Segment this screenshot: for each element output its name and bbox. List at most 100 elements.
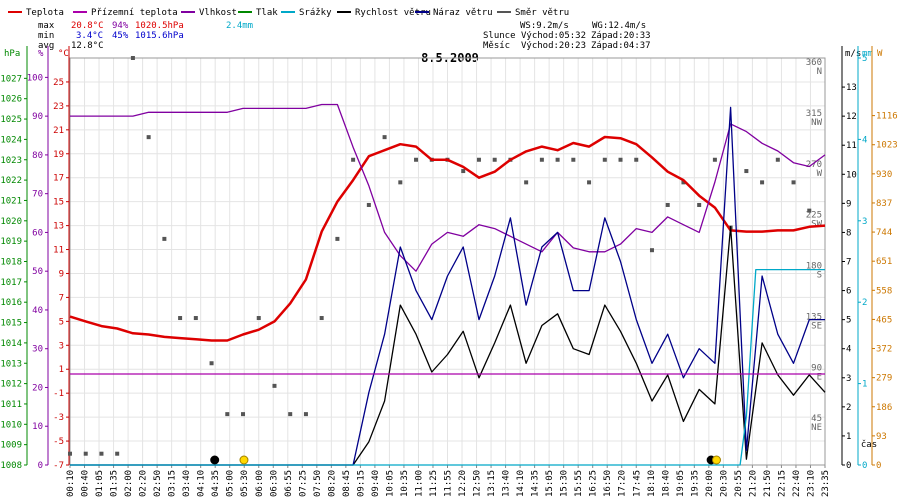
wind-dir-name: NW	[811, 118, 822, 128]
temperature-tick-label: 1	[59, 365, 64, 375]
radiation-tick-label: 279	[876, 374, 892, 384]
wind-speed-axis-title: m/s	[845, 49, 861, 59]
info-moon: Měsíc	[483, 41, 510, 51]
pressure-tick-label: 1016	[0, 298, 22, 308]
x-tick-label: 11:00	[414, 470, 424, 497]
x-tick-label: 14:10	[516, 470, 526, 497]
humidity-tick-label: 0	[38, 461, 43, 471]
pressure-tick-label: 1020	[0, 217, 22, 227]
x-tick-label: 23:35	[821, 470, 831, 497]
info-sun: Slunce	[483, 31, 516, 41]
x-tick-label: 11:25	[429, 470, 439, 497]
radiation-tick-label: 93	[876, 432, 887, 442]
wind-dir-point	[492, 157, 497, 162]
pressure-tick-label: 1022	[0, 176, 22, 186]
wind-dir-point	[68, 451, 72, 456]
legend-label: Tlak	[256, 8, 278, 18]
wind-speed-tick-label: 0	[846, 461, 851, 471]
pressure-tick-label: 1026	[0, 95, 22, 105]
x-tick-label: 11:55	[444, 470, 454, 497]
x-tick-label: 19:35	[690, 470, 700, 497]
pressure-tick-label: 1027	[0, 74, 22, 84]
radiation-tick-label: 186	[876, 403, 892, 413]
rain-tick-label: 2	[862, 298, 867, 308]
x-tick-label: 22:15	[777, 470, 787, 497]
humidity-tick-label: 30	[32, 345, 43, 355]
wind-dir-point	[461, 169, 466, 174]
info-wg: WG:12.4m/s	[592, 21, 646, 31]
x-tick-label: 23:10	[806, 470, 816, 497]
pressure-tick-label: 1023	[0, 156, 22, 166]
wind-speed-tick-label: 13	[846, 83, 857, 93]
temperature-tick-label: 17	[53, 174, 64, 184]
wind-dir-point	[366, 202, 371, 207]
wind-dir-tick-label: 135	[806, 312, 822, 322]
info-sun-rise: Východ:05:32	[521, 31, 586, 41]
temperature-tick-label: -3	[53, 413, 64, 423]
x-tick-label: 02:20	[139, 470, 149, 497]
pressure-tick-label: 1024	[0, 135, 22, 145]
radiation-tick-label: 744	[876, 228, 892, 238]
wind-dir-point	[602, 157, 607, 162]
legend-label: Rychlost větru	[355, 8, 431, 18]
x-tick-label: 07:50	[313, 470, 323, 497]
rain-tick-label: 3	[862, 217, 867, 227]
wind-dir-tick-label: 315	[806, 109, 822, 119]
wind-dir-point	[398, 180, 403, 185]
wind-dir-point	[618, 157, 623, 162]
x-tick-label: 07:25	[298, 470, 308, 497]
pressure-tick-label: 1018	[0, 258, 22, 268]
wind-dir-name: S	[817, 271, 822, 281]
x-tick-label: 06:30	[269, 470, 279, 497]
temperature-tick-label: 11	[53, 246, 64, 256]
wind-dir-point	[571, 157, 576, 162]
radiation-tick-label: 0	[876, 461, 881, 471]
temperature-tick-label: 3	[59, 341, 64, 351]
wind-speed-tick-label: 8	[846, 228, 851, 238]
x-tick-label: 01:05	[95, 470, 105, 497]
wind-dir-point	[99, 451, 104, 456]
humidity-tick-label: 20	[32, 383, 43, 393]
temperature-tick-label: 9	[59, 269, 64, 279]
legend-item: Směr větru	[497, 8, 569, 18]
wind-dir-point	[791, 180, 796, 185]
x-tick-label: 06:55	[284, 470, 294, 497]
pressure-tick-label: 1010	[0, 420, 22, 430]
legend-item: Srážky	[281, 8, 332, 18]
temperature-tick-label: -5	[53, 437, 64, 447]
info-moon-set: Západ:04:37	[591, 41, 651, 51]
wind-dir-point	[634, 157, 639, 162]
series-line	[70, 103, 826, 272]
legend-item: Teplota	[8, 8, 64, 18]
wind-dir-point	[351, 157, 356, 162]
wind-dir-point	[744, 169, 749, 174]
wind-dir-point	[272, 383, 277, 388]
temperature-tick-label: 21	[53, 126, 64, 136]
pressure-tick-label: 1017	[0, 278, 22, 288]
rain-tick-label: 4	[862, 135, 867, 145]
rain-tick-label: 5	[862, 54, 867, 64]
x-tick-label: 03:15	[168, 470, 178, 497]
legend-label: Přízemní teplota	[91, 8, 178, 18]
x-tick-label: 04:10	[197, 470, 207, 497]
x-tick-label: 02:50	[153, 470, 163, 497]
wind-dir-point	[712, 157, 717, 162]
wind-speed-tick-label: 2	[846, 403, 851, 413]
x-tick-label: 00:40	[81, 470, 91, 497]
x-tick-label: 08:45	[342, 470, 352, 497]
axes: 00:10 00:40 01:05 01:35 02:00 02:20 02:50 03:15…	[0, 46, 898, 497]
pressure-tick-label: 1009	[0, 441, 22, 451]
pressure-axis-title: hPa	[4, 49, 20, 59]
pressure-tick-label: 1013	[0, 359, 22, 369]
sun-moon-markers	[210, 455, 721, 465]
wind-dir-point	[697, 202, 702, 207]
x-tick-label: 10:35	[400, 470, 410, 497]
stat-avg-temp: 12.8°C	[71, 41, 104, 51]
humidity-tick-label: 90	[32, 112, 43, 122]
radiation-tick-label: 1116	[876, 112, 898, 122]
x-tick-label: 09:40	[371, 470, 381, 497]
x-tick-label: 17:45	[632, 470, 642, 497]
x-tick-label: 20:00	[705, 470, 715, 497]
wind-speed-tick-label: 12	[846, 112, 857, 122]
rain-tick-label: 1	[862, 380, 867, 390]
